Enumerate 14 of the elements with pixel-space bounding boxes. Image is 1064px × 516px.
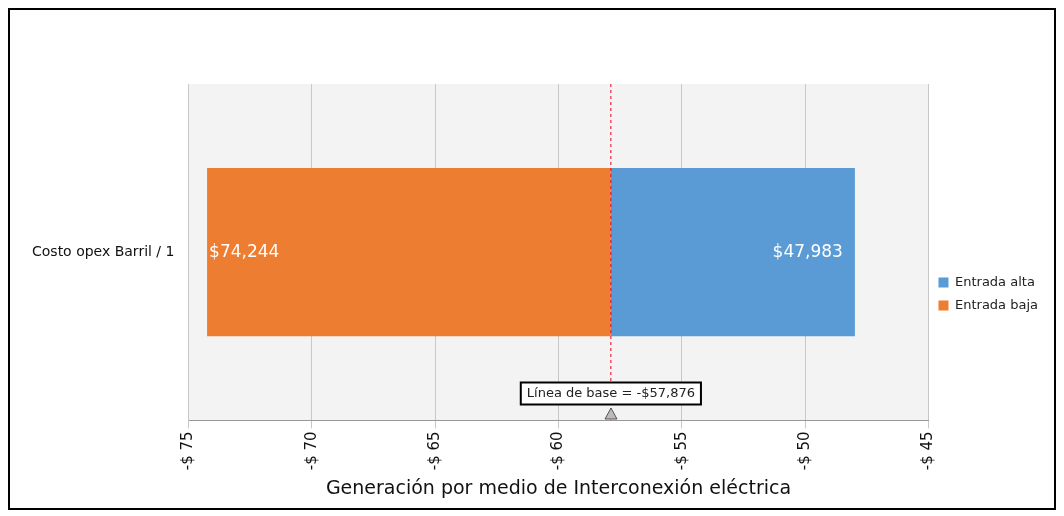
annotation: $74,244 <box>209 240 280 261</box>
legend-label: Entrada alta <box>954 273 1035 289</box>
x-tick-label: -$ 45 <box>918 431 937 471</box>
annotation: $47,983 <box>772 240 843 261</box>
x-tick-label: -$ 55 <box>671 431 690 471</box>
x-tick-label: -$ 60 <box>548 431 567 471</box>
x-axis-title: Generación por medio de Interconexión eléctrica <box>325 475 792 498</box>
ref-line-label: Línea de base = -$57,876 <box>526 384 695 400</box>
x-tick-label: -$ 65 <box>425 431 444 471</box>
x-tick-label: -$ 75 <box>178 431 197 471</box>
legend-label: Entrada baja <box>954 296 1039 312</box>
x-tick-label: -$ 70 <box>301 431 320 471</box>
x-tick-label: -$ 50 <box>795 431 814 471</box>
y-tick-label: Costo opex Barril / 1 <box>31 242 175 259</box>
